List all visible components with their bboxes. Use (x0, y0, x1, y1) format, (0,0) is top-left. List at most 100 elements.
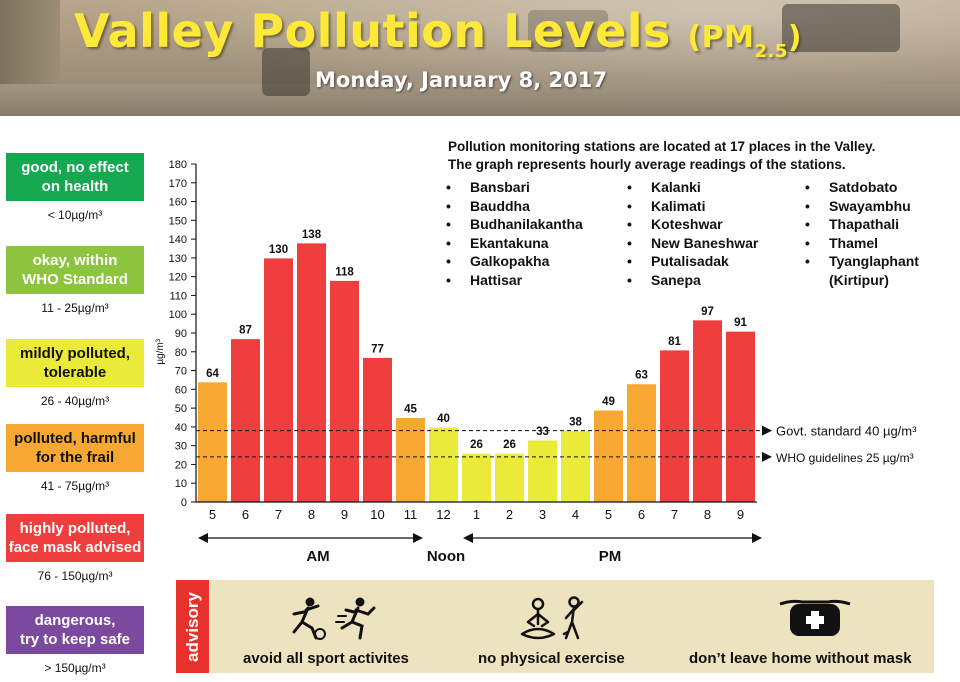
pm-bracket-arrow-right (752, 533, 762, 543)
page-title: Valley Pollution Levels (PM2.5) (74, 4, 802, 64)
sports-icon (292, 597, 376, 640)
legend-item: highly polluted, face mask advised 76 - 15… (6, 514, 144, 583)
stations-column-3: SatdobatoSwayambhuThapathaliThamelTyangl… (805, 178, 919, 289)
legend-swatch: polluted, harmful for the frail (6, 424, 144, 472)
station-item: Tyanglaphant (805, 252, 919, 271)
station-item: Thamel (805, 234, 919, 253)
x-tick-label: 9 (341, 507, 348, 522)
bar-value-label: 130 (269, 244, 288, 256)
legend-label: good, no effect on health (21, 158, 129, 197)
legend-label-line1: good, no effect (21, 158, 129, 176)
station-item: Satdobato (805, 178, 919, 197)
bar (692, 319, 723, 503)
station-item: Kalanki (627, 178, 758, 197)
legend-swatch: okay, within WHO Standard (6, 246, 144, 294)
bar-value-label: 118 (335, 266, 354, 278)
legend-label-line2: try to keep safe (19, 631, 131, 648)
am-bracket-arrow-right (413, 533, 423, 543)
legend-swatch: mildly polluted, tolerable (6, 339, 144, 387)
y-tick-label: 80 (175, 347, 187, 359)
bar (461, 452, 492, 503)
legend-label: highly polluted, face mask advised (9, 519, 142, 558)
legend-range: 41 - 75µg/m³ (40, 479, 110, 493)
bar (527, 439, 558, 503)
y-tick-label: 120 (169, 272, 187, 284)
station-item: Sanepa (627, 271, 758, 290)
header-road-photo (0, 84, 960, 116)
legend-item: okay, within WHO Standard 11 - 25µg/m³ (6, 246, 144, 315)
bar (362, 356, 393, 503)
legend-label: dangerous, try to keep safe (20, 611, 130, 650)
x-tick-label: 8 (704, 507, 711, 522)
bar-value-label: 91 (734, 317, 747, 329)
reference-arrow (762, 451, 772, 462)
y-tick-label: 50 (175, 403, 187, 415)
x-tick-label: 4 (572, 507, 579, 522)
advisory-tab-label: advisory (182, 591, 202, 662)
legend-range: > 150µg/m³ (44, 661, 106, 675)
station-item: New Baneshwar (627, 234, 758, 253)
title-close: ) (787, 20, 803, 55)
bar (593, 409, 624, 503)
advisory-label-mask: don’t leave home without mask (689, 650, 912, 667)
x-tick-label: 5 (209, 507, 216, 522)
advisory-label-sports: avoid all sport activites (243, 650, 409, 667)
x-tick-label: 1 (473, 507, 480, 522)
pollution-bar-chart: 0102030405060708090100110120130140150160… (155, 159, 917, 565)
bar-value-label: 26 (470, 439, 483, 451)
bar-value-label: 77 (371, 343, 384, 355)
x-tick-label: 2 (506, 507, 513, 522)
y-tick-label: 110 (169, 290, 187, 302)
legend-label-line2: WHO Standard (22, 271, 128, 288)
mask-icon (779, 599, 851, 636)
bar-value-label: 49 (602, 396, 615, 408)
legend-swatch: good, no effect on health (6, 153, 144, 201)
station-item: Galkopakha (446, 252, 583, 271)
station-item: Budhanilakantha (446, 215, 583, 234)
legend-label-line1: mildly polluted, (19, 344, 130, 362)
legend-swatch: highly polluted, face mask advised (6, 514, 144, 562)
bar-value-label: 63 (635, 370, 648, 382)
x-tick-label: 9 (737, 507, 744, 522)
x-tick-label: 12 (436, 507, 450, 522)
header-banner: Valley Pollution Levels (PM2.5) Monday, … (0, 0, 960, 116)
y-tick-label: 100 (169, 309, 187, 321)
x-tick-label: 3 (539, 507, 546, 522)
legend-range: < 10µg/m³ (47, 208, 103, 222)
bar (560, 430, 591, 503)
x-tick-label: 7 (275, 507, 282, 522)
bar (428, 426, 459, 503)
bar-value-label: 138 (302, 229, 322, 241)
x-tick-label: 6 (242, 507, 249, 522)
y-tick-label: 40 (175, 422, 187, 434)
station-item: Bansbari (446, 178, 583, 197)
stations-column-2: KalankiKalimatiKoteshwarNew BaneshwarPut… (627, 178, 758, 289)
exercise-icon (520, 596, 584, 640)
bar-value-label: 87 (239, 325, 252, 337)
x-tick-label: 5 (605, 507, 612, 522)
station-item: Swayambhu (805, 197, 919, 216)
legend-item: good, no effect on health < 10µg/m³ (6, 153, 144, 222)
y-tick-label: 0 (181, 497, 187, 509)
bar (725, 330, 756, 503)
stations-column-1: BansbariBauddhaBudhanilakanthaEkantakuna… (446, 178, 583, 289)
stations-intro: Pollution monitoring stations are locate… (448, 138, 875, 174)
period-label-am: AM (306, 548, 329, 565)
bar-value-label: 40 (437, 413, 450, 425)
legend-label-line1: dangerous, (34, 611, 116, 629)
period-label-pm: PM (599, 548, 622, 565)
bar-value-label: 38 (569, 417, 582, 429)
bar (329, 279, 360, 503)
title-subscript: 2.5 (754, 41, 788, 62)
bar (494, 452, 525, 503)
legend-label: mildly polluted, tolerable (20, 344, 130, 383)
period-label-noon: Noon (427, 548, 465, 565)
legend-label-line2: on health (41, 178, 109, 195)
legend-label-line1: highly polluted, (19, 519, 131, 537)
title-main: Valley Pollution Levels (74, 4, 671, 58)
bar-value-label: 26 (503, 439, 516, 451)
legend-range: 76 - 150µg/m³ (37, 569, 113, 583)
pm-bracket-arrow-left (463, 533, 473, 543)
legend-label-line2: for the frail (35, 449, 115, 466)
station-item: Koteshwar (627, 215, 758, 234)
